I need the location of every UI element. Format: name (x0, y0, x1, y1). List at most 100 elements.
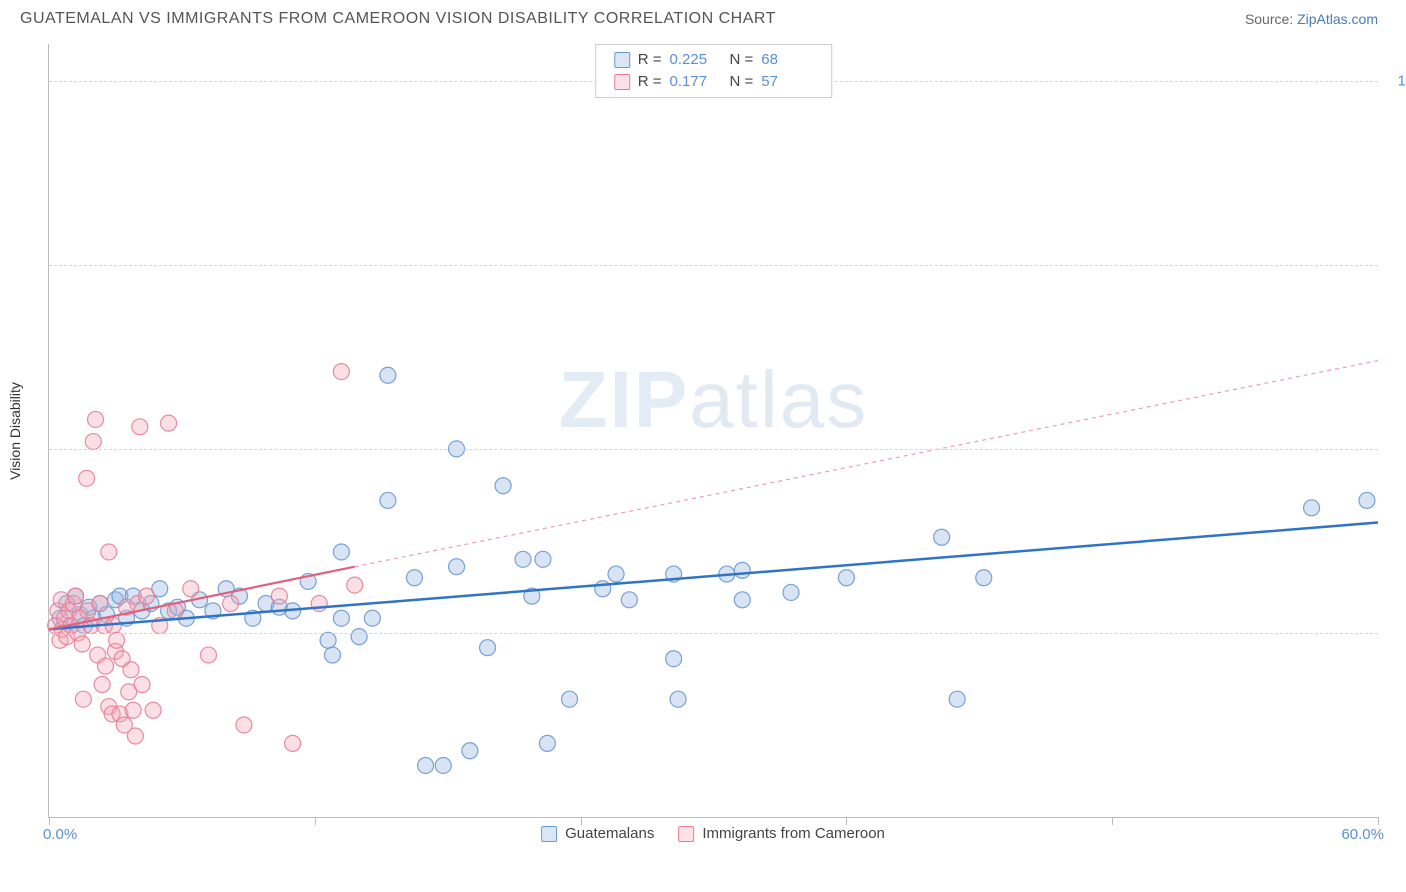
scatter-point-guatemalans (380, 367, 396, 383)
scatter-point-guatemalans (535, 551, 551, 567)
scatter-point-guatemalans (838, 570, 854, 586)
scatter-point-cameroon (347, 577, 363, 593)
legend-item-guatemalans[interactable]: Guatemalans (541, 825, 654, 842)
scatter-point-cameroon (101, 544, 117, 560)
source-link[interactable]: ZipAtlas.com (1297, 11, 1378, 27)
scatter-point-cameroon (127, 728, 143, 744)
scatter-point-guatemalans (666, 651, 682, 667)
scatter-point-guatemalans (364, 610, 380, 626)
x-tick (1112, 817, 1113, 825)
legend-label-cameroon: Immigrants from Cameroon (702, 825, 885, 842)
scatter-point-guatemalans (320, 632, 336, 648)
scatter-point-guatemalans (1304, 500, 1320, 516)
scatter-point-cameroon (161, 415, 177, 431)
source-label: Source: (1245, 11, 1293, 27)
scatter-point-guatemalans (949, 691, 965, 707)
scatter-point-cameroon (223, 596, 239, 612)
scatter-point-cameroon (79, 470, 95, 486)
y-tick-label: 2.5% (1384, 624, 1406, 641)
stats-row-guatemalans: R = 0.225 N = 68 (614, 49, 814, 71)
y-axis-label: Vision Disability (7, 382, 23, 480)
scatter-point-cameroon (183, 581, 199, 597)
scatter-point-cameroon (285, 735, 301, 751)
scatter-point-guatemalans (418, 757, 434, 773)
scatter-point-cameroon (333, 364, 349, 380)
scatter-point-cameroon (85, 434, 101, 450)
chart-title: GUATEMALAN VS IMMIGRANTS FROM CAMEROON V… (20, 10, 776, 28)
scatter-point-cameroon (74, 636, 90, 652)
scatter-point-guatemalans (515, 551, 531, 567)
source-credit: Source: ZipAtlas.com (1245, 11, 1378, 27)
scatter-point-cameroon (94, 676, 110, 692)
scatter-point-guatemalans (333, 544, 349, 560)
scatter-point-cameroon (92, 596, 108, 612)
scatter-point-guatemalans (351, 629, 367, 645)
stats-n-prefix: N = (730, 49, 754, 71)
stats-swatch-guatemalans (614, 52, 630, 68)
scatter-point-cameroon (132, 419, 148, 435)
y-tick-label: 5.0% (1384, 440, 1406, 457)
scatter-point-cameroon (88, 411, 104, 427)
stats-row-cameroon: R = 0.177 N = 57 (614, 71, 814, 93)
scatter-point-guatemalans (976, 570, 992, 586)
scatter-chart-svg (49, 44, 1378, 817)
scatter-point-guatemalans (539, 735, 555, 751)
stats-r-value-cameroon: 0.177 (670, 71, 722, 93)
legend-label-guatemalans: Guatemalans (565, 825, 654, 842)
legend-swatch-guatemalans (541, 826, 557, 842)
stats-r-prefix: R = (638, 49, 662, 71)
x-tick (846, 817, 847, 825)
scatter-point-guatemalans (325, 647, 341, 663)
x-max-label: 60.0% (1341, 826, 1384, 843)
scatter-point-guatemalans (934, 529, 950, 545)
scatter-point-cameroon (145, 702, 161, 718)
x-tick (1378, 817, 1379, 825)
stats-n-prefix: N = (730, 71, 754, 93)
trend-line-guatemalans (49, 523, 1378, 630)
scatter-point-cameroon (200, 647, 216, 663)
y-tick-label: 10.0% (1384, 72, 1406, 89)
x-tick (581, 817, 582, 825)
scatter-point-cameroon (271, 588, 287, 604)
stats-n-value-cameroon: 57 (761, 71, 813, 93)
stats-r-value-guatemalans: 0.225 (670, 49, 722, 71)
stats-r-prefix: R = (638, 71, 662, 93)
stats-swatch-cameroon (614, 74, 630, 90)
scatter-point-guatemalans (1359, 492, 1375, 508)
x-tick (49, 817, 50, 825)
scatter-point-guatemalans (333, 610, 349, 626)
scatter-point-guatemalans (406, 570, 422, 586)
scatter-point-cameroon (97, 658, 113, 674)
scatter-point-cameroon (236, 717, 252, 733)
y-tick-label: 7.5% (1384, 256, 1406, 273)
scatter-point-cameroon (125, 702, 141, 718)
scatter-point-guatemalans (608, 566, 624, 582)
scatter-point-guatemalans (562, 691, 578, 707)
scatter-point-guatemalans (734, 562, 750, 578)
scatter-point-guatemalans (734, 592, 750, 608)
stats-n-value-guatemalans: 68 (761, 49, 813, 71)
scatter-point-guatemalans (380, 492, 396, 508)
scatter-point-cameroon (134, 676, 150, 692)
scatter-point-cameroon (109, 632, 125, 648)
scatter-point-guatemalans (462, 743, 478, 759)
gridline-h (49, 633, 1378, 634)
gridline-h (49, 449, 1378, 450)
plot-area: Vision Disability ZIPatlas 2.5%5.0%7.5%1… (48, 44, 1378, 818)
scatter-point-cameroon (75, 691, 91, 707)
scatter-point-guatemalans (449, 559, 465, 575)
scatter-point-cameroon (68, 588, 84, 604)
scatter-point-guatemalans (435, 757, 451, 773)
scatter-point-guatemalans (480, 640, 496, 656)
correlation-stats-box: R = 0.225 N = 68 R = 0.177 N = 57 (595, 44, 833, 98)
scatter-point-guatemalans (621, 592, 637, 608)
scatter-point-guatemalans (670, 691, 686, 707)
plot-wrapper: Vision Disability ZIPatlas 2.5%5.0%7.5%1… (48, 44, 1378, 844)
gridline-h (49, 265, 1378, 266)
scatter-point-cameroon (123, 662, 139, 678)
x-tick (315, 817, 316, 825)
legend-item-cameroon[interactable]: Immigrants from Cameroon (678, 825, 885, 842)
scatter-point-guatemalans (783, 584, 799, 600)
x-min-label: 0.0% (43, 826, 77, 843)
scatter-point-cameroon (138, 588, 154, 604)
